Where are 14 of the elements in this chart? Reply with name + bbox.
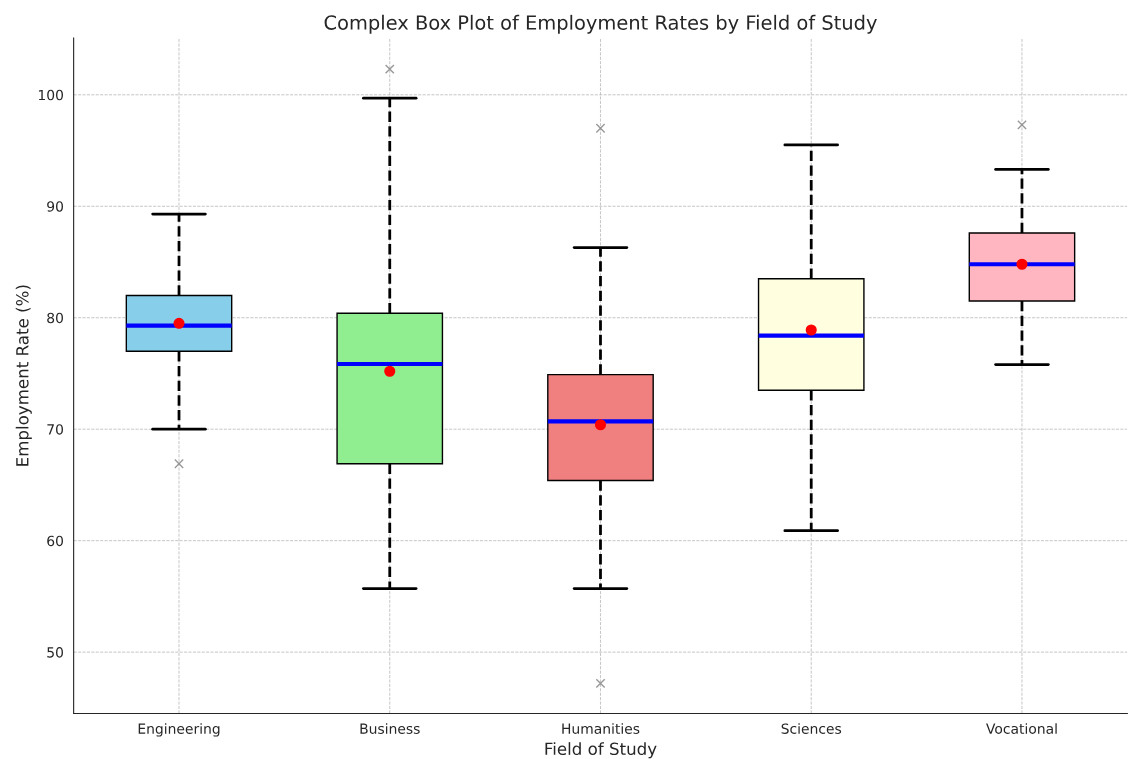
y-tick-label: 60	[47, 535, 63, 547]
y-tick-label: 70	[47, 424, 63, 435]
y-tick-label: 90	[47, 201, 63, 212]
x-tick-label: Vocational	[986, 723, 1057, 734]
x-tick-label: Humanities	[562, 723, 640, 734]
chart-title: Complex Box Plot of Employment Rates by Field of Study	[324, 14, 877, 34]
y-tick-label: 50	[47, 647, 63, 658]
x-tick-label: Business	[360, 723, 420, 734]
x-tick-label: Engineering	[138, 723, 220, 737]
x-axis-title: Field of Study	[545, 742, 657, 759]
y-tick-label: 100	[38, 89, 63, 101]
y-axis-title: Employment Rate (%)	[15, 285, 32, 466]
y-tick-label: 80	[47, 312, 63, 324]
x-tick-label: Sciences	[781, 723, 842, 734]
